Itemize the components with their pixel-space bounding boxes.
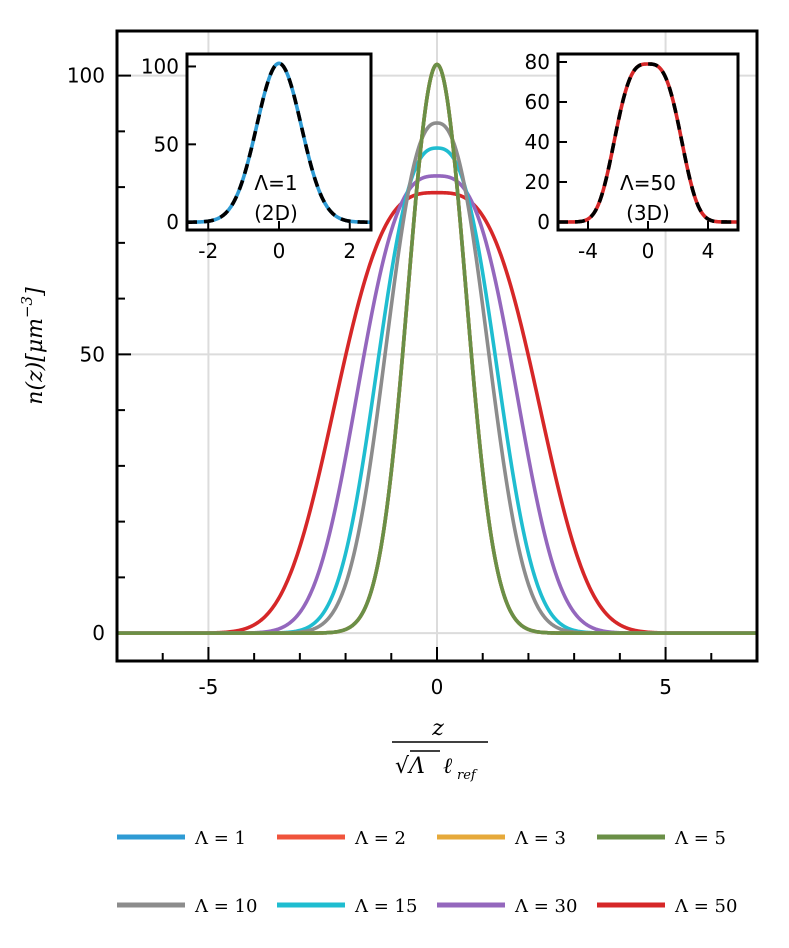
x-label-ell: ℓ: [443, 754, 453, 779]
legend-item: Λ = 50: [597, 896, 737, 917]
inset-background: [558, 54, 738, 230]
y-label-superscript: −3: [18, 296, 36, 318]
legend-item: Λ = 5: [597, 828, 726, 849]
inset-x-tick-label: 4: [702, 239, 715, 263]
legend-item: Λ = 15: [277, 896, 417, 917]
inset-y-tick-label: 0: [166, 210, 179, 234]
y-tick-label: 0: [92, 621, 105, 645]
x-label-numerator: z: [431, 716, 444, 741]
legend-label: Λ = 50: [674, 896, 737, 917]
series-group: [117, 62, 757, 635]
legend-label: Λ = 2: [354, 828, 406, 849]
series-line: [117, 62, 757, 635]
x-axis-label: z√Λ ℓ ref: [392, 716, 488, 783]
y-label-close: ]: [23, 287, 48, 297]
inset-y-tick-label: 40: [525, 130, 550, 154]
inset-y-tick-label: 0: [537, 210, 550, 234]
x-label-sqrt: √Λ: [395, 754, 425, 779]
inset-background: [187, 54, 371, 230]
inset-frame: [556, 52, 740, 232]
x-tick-label: 0: [431, 675, 444, 699]
legend-item: Λ = 10: [117, 896, 257, 917]
inset-y-tick-label: 20: [525, 170, 550, 194]
legend-label: Λ = 15: [354, 896, 417, 917]
inset-x-tick-label: 0: [642, 239, 655, 263]
plot-frame: [115, 29, 759, 663]
legend-item: Λ = 3: [437, 828, 566, 849]
legend-label: Λ = 1: [194, 828, 246, 849]
legend-item: Λ = 30: [437, 896, 577, 917]
x-tick-label: 5: [659, 675, 672, 699]
legend-label: Λ = 10: [194, 896, 257, 917]
inset-y-tick-label: 60: [525, 90, 550, 114]
inset-2d-plot: -2 0 2 0 50 100 Λ=1 (2D): [141, 52, 373, 263]
inset-data-curve: [187, 61, 371, 224]
y-label-text: n(z)[μm−3]: [18, 287, 48, 405]
legend-label: Λ = 5: [674, 828, 726, 849]
inset-label-line1: Λ=1: [254, 171, 297, 195]
inset-label-line1: Λ=50: [620, 171, 676, 195]
y-tick-label: 100: [67, 64, 105, 88]
legend: Λ = 1 Λ = 2 Λ = 3 Λ = 5 Λ = 10 Λ = 15 Λ = 30 Λ …: [117, 828, 737, 917]
inset-curves: [558, 62, 738, 224]
y-label-main: n(z)[μm: [23, 318, 48, 405]
inset-x-tick-label: 2: [343, 239, 356, 263]
legend-label: Λ = 3: [514, 828, 566, 849]
legend-label: Λ = 30: [514, 896, 577, 917]
inset-fit-curve: [558, 62, 738, 224]
y-axis-label: n(z)[μm−3]: [18, 287, 48, 405]
inset-label-line2: (2D): [254, 201, 298, 225]
inset-x-tick-label: 0: [273, 239, 286, 263]
y-tick-label: 50: [80, 342, 105, 366]
inset-y-tick-label: 100: [141, 54, 179, 78]
legend-item: Λ = 1: [117, 828, 246, 849]
x-tick-label: -5: [198, 675, 218, 699]
inset-curves: [187, 61, 371, 224]
legend-item: Λ = 2: [277, 828, 406, 849]
x-label-subscript: ref: [457, 768, 478, 783]
inset-label-line2: (3D): [626, 201, 670, 225]
inset-y-tick-label: 50: [154, 132, 179, 156]
inset-x-tick-label: -4: [578, 239, 598, 263]
inset-x-tick-label: -2: [198, 239, 218, 263]
inset-frame: [185, 52, 373, 232]
inset-y-tick-label: 80: [525, 50, 550, 74]
